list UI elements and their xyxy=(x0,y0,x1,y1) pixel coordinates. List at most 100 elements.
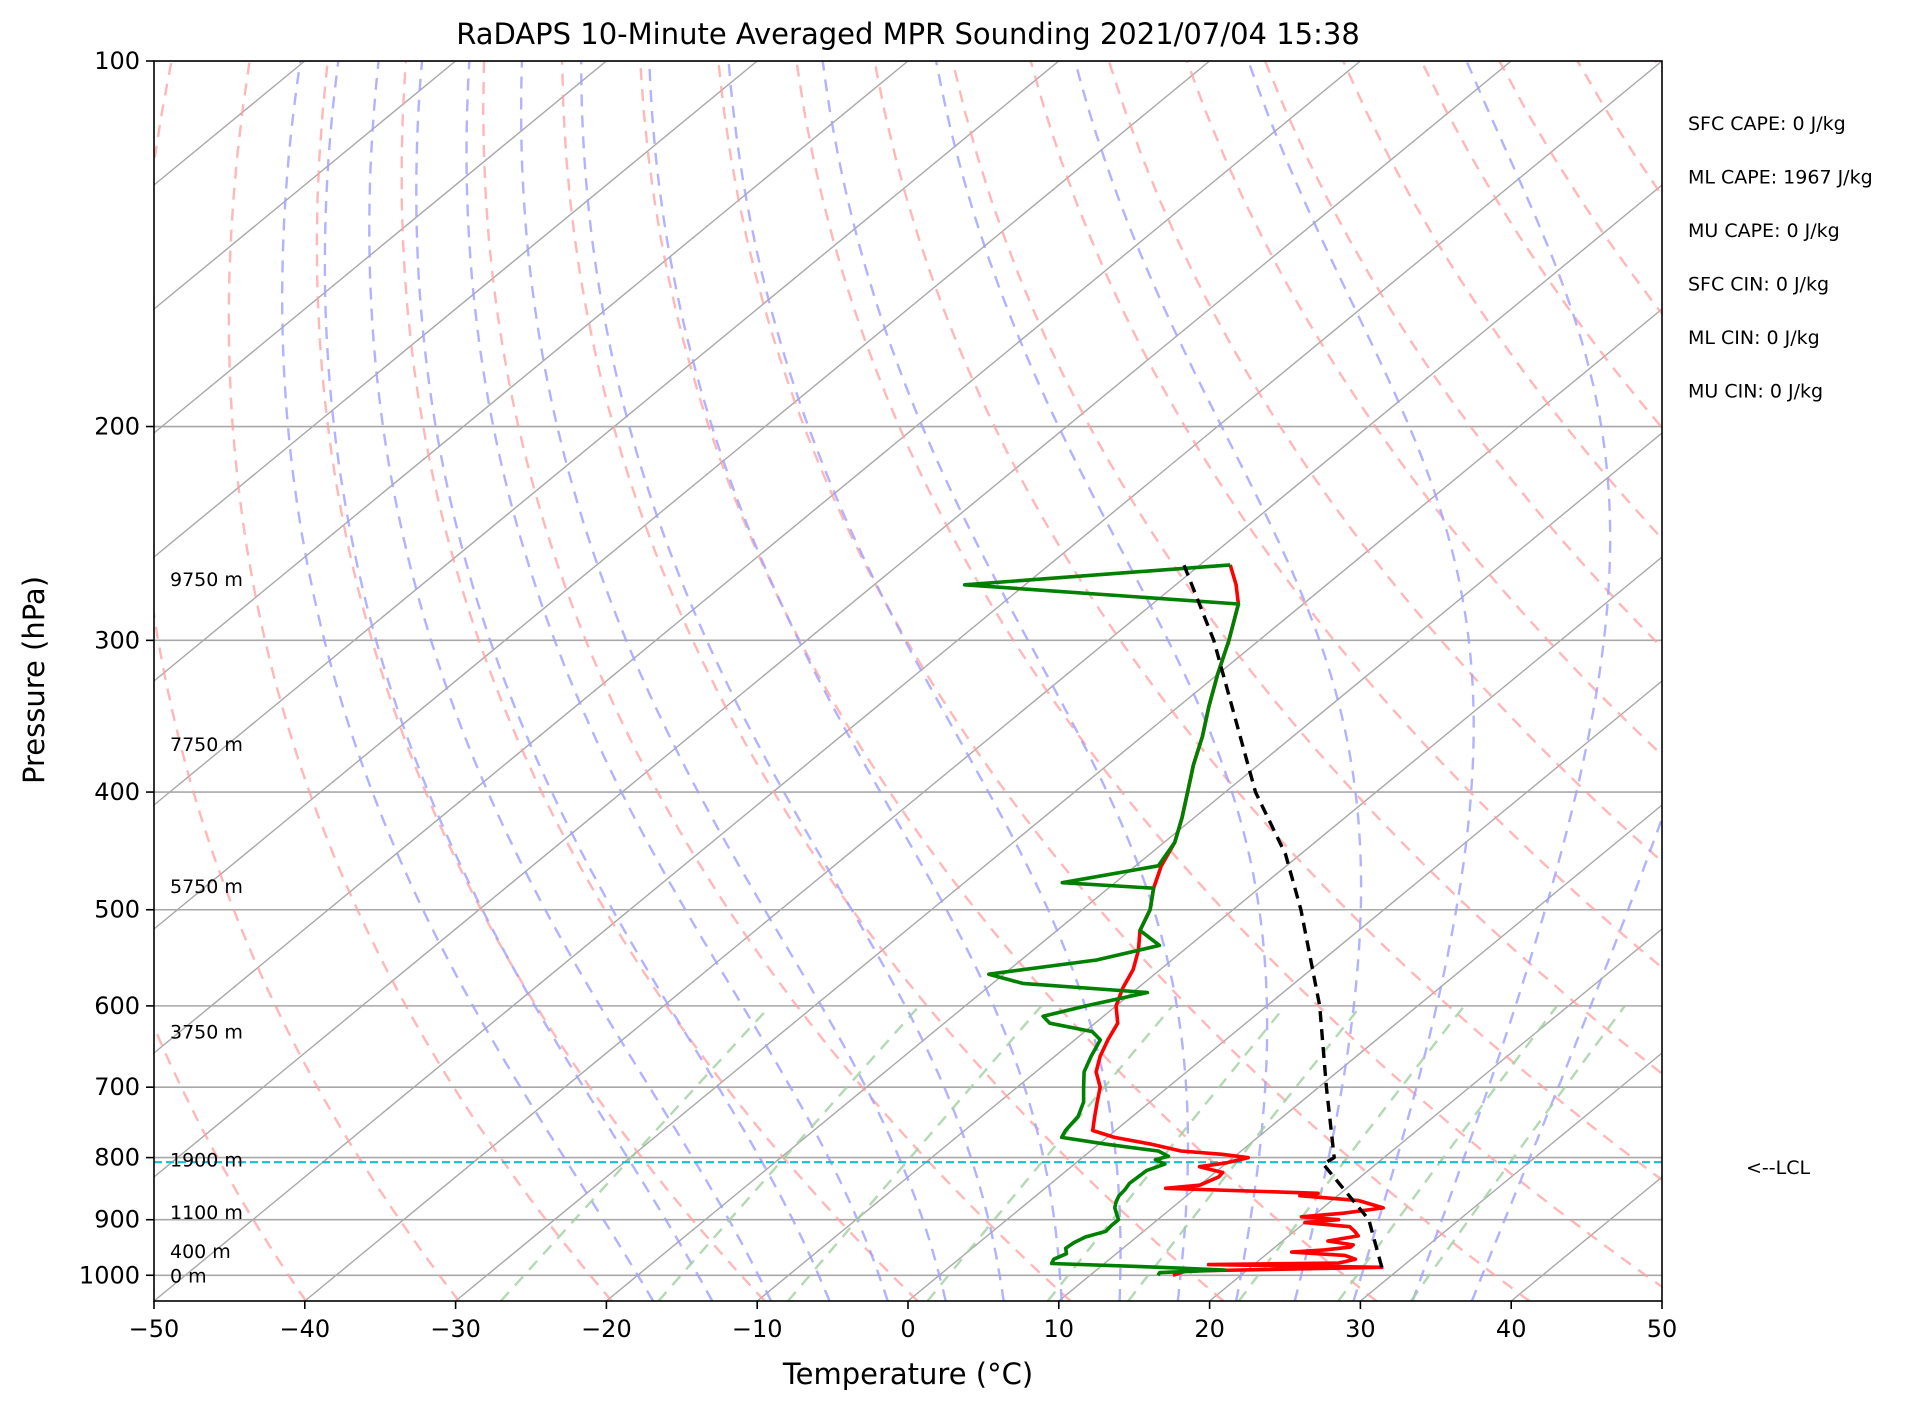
isotherm-line xyxy=(756,556,1662,1301)
stability-indices: SFC CAPE: 0 J/kg ML CAPE: 1967 J/kg MU CAP… xyxy=(1688,113,1873,403)
moist-adiabat-line xyxy=(281,61,655,1301)
isotherm-line xyxy=(154,61,758,558)
x-tick-label: 10 xyxy=(1044,1315,1075,1343)
x-tick-label: −10 xyxy=(732,1315,783,1343)
moist-adiabat-line xyxy=(934,61,1269,1301)
y-tick-label: 200 xyxy=(94,413,140,441)
isotherm-line xyxy=(1359,1052,1662,1301)
y-tick-label: 800 xyxy=(94,1144,140,1172)
height-label: 0 m xyxy=(170,1265,207,1287)
height-label: 1100 m xyxy=(170,1202,243,1224)
dry-adiabat-line xyxy=(717,61,1531,1301)
temperature-line xyxy=(1090,564,1385,1278)
isotherm-line xyxy=(154,61,607,434)
isotherm-line xyxy=(154,61,1361,1054)
y-tick-label: 1000 xyxy=(79,1261,140,1289)
isotherm-line xyxy=(154,61,1662,1301)
x-axis-label: Temperature (°C) xyxy=(782,1357,1033,1391)
height-label: 9750 m xyxy=(170,569,243,591)
x-tick-label: −50 xyxy=(129,1315,180,1343)
index-text: ML CIN: 0 J/kg xyxy=(1688,327,1820,349)
dry-adiabat-line xyxy=(795,61,1662,1289)
parcel-path-line xyxy=(1180,560,1384,1268)
dry-adiabat-line xyxy=(1576,61,1662,198)
y-axis-ticks: 1000 900 800 700 600 500 400 300 200 100 xyxy=(79,47,154,1289)
dry-adiabat-line xyxy=(560,61,1225,1301)
moist-adiabat-line xyxy=(1247,61,1475,1301)
index-text: SFC CIN: 0 J/kg xyxy=(1688,274,1829,296)
dry-adiabat-line xyxy=(1342,61,1662,541)
index-text: MU CIN: 0 J/kg xyxy=(1688,381,1823,403)
x-tick-label: −30 xyxy=(430,1315,481,1343)
x-tick-label: 50 xyxy=(1647,1315,1678,1343)
moist-adiabat-line xyxy=(580,61,1005,1301)
isotherm-line xyxy=(154,61,909,682)
isotherm-line xyxy=(605,432,1662,1301)
isotherm-line xyxy=(154,61,1211,930)
mixing-ratio-line xyxy=(657,1005,921,1301)
dry-adiabat-line xyxy=(1654,61,1662,74)
dry-adiabat-line xyxy=(1263,61,1662,650)
moist-adiabat-line xyxy=(368,61,773,1301)
mixing-ratio-line xyxy=(926,1005,1174,1301)
dry-adiabat-line xyxy=(1420,61,1662,430)
isotherm-line xyxy=(304,184,1662,1301)
moist-adiabat-line xyxy=(519,61,947,1301)
moist-adiabat-line xyxy=(415,61,831,1301)
mixing-ratio-line xyxy=(787,1005,1043,1301)
y-tick-label: 300 xyxy=(94,626,140,654)
moist-adiabat-line xyxy=(465,61,889,1301)
x-tick-label: −20 xyxy=(581,1315,632,1343)
isotherm-line xyxy=(154,61,1060,806)
x-tick-label: 0 xyxy=(900,1315,915,1343)
lcl-label: <--LCL xyxy=(1746,1157,1810,1179)
y-tick-label: 100 xyxy=(94,47,140,75)
dry-adiabat-line xyxy=(154,1023,307,1301)
dry-adiabat-line xyxy=(1498,61,1662,316)
moist-adiabat-line xyxy=(1073,61,1363,1301)
y-tick-label: 500 xyxy=(94,896,140,924)
moist-adiabat-line xyxy=(648,61,1063,1301)
height-label: 5750 m xyxy=(170,876,243,898)
isotherm-line xyxy=(154,61,1512,1178)
y-axis-label: Pressure (hPa) xyxy=(17,576,51,784)
background-lines xyxy=(154,61,1914,1301)
isotherm-line xyxy=(455,308,1662,1301)
isotherm-line xyxy=(907,680,1662,1301)
moist-adiabat-line xyxy=(821,61,1190,1301)
mixing-ratio-line xyxy=(1237,1005,1466,1301)
isotherm-line xyxy=(1209,928,1662,1301)
dry-adiabat-line xyxy=(951,61,1662,1076)
isotherm-line xyxy=(154,61,457,310)
y-tick-label: 600 xyxy=(94,992,140,1020)
dewpoint-line xyxy=(962,563,1241,1277)
height-label: 400 m xyxy=(170,1241,231,1263)
x-tick-label: 30 xyxy=(1345,1315,1376,1343)
isotherm-line xyxy=(1058,804,1662,1301)
y-tick-label: 900 xyxy=(94,1206,140,1234)
y-tick-label: 400 xyxy=(94,778,140,806)
dry-adiabat-line xyxy=(1107,61,1662,864)
x-axis-ticks: −50 −40 −30 −20 −10 0 10 20 30 40 50 xyxy=(129,1301,1678,1343)
mixing-ratio-line xyxy=(1127,1005,1362,1301)
chart-title: RaDAPS 10-Minute Averaged MPR Sounding 2… xyxy=(456,17,1360,51)
x-tick-label: 40 xyxy=(1496,1315,1527,1343)
index-text: SFC CAPE: 0 J/kg xyxy=(1688,113,1846,135)
moist-adiabat-line xyxy=(1411,61,1612,1301)
index-text: MU CAPE: 0 J/kg xyxy=(1688,220,1840,242)
dry-adiabat-line xyxy=(1185,61,1662,757)
mixing-ratio-line xyxy=(500,1005,772,1301)
dry-adiabat-line xyxy=(400,61,919,1301)
isotherm-line xyxy=(1510,1176,1662,1301)
dry-adiabat-line xyxy=(227,61,613,1301)
sounding-series xyxy=(962,560,1385,1278)
dry-adiabat-line xyxy=(1734,61,1914,1301)
height-label: 3750 m xyxy=(170,1022,243,1044)
mixing-ratio-line xyxy=(1046,1005,1287,1301)
y-tick-label: 700 xyxy=(94,1073,140,1101)
moist-adiabat-line xyxy=(1470,815,1662,1301)
isotherm-line xyxy=(1813,61,1914,1301)
x-tick-label: −40 xyxy=(279,1315,330,1343)
